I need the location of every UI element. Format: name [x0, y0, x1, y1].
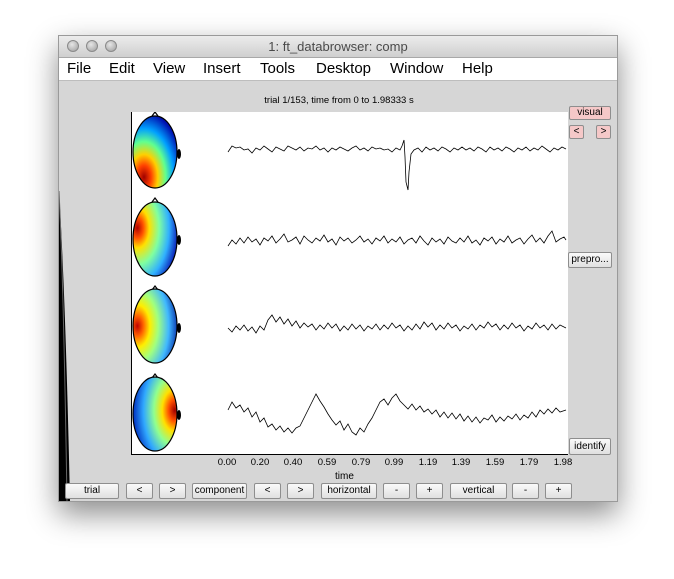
visual-prev-button[interactable]: < [569, 125, 584, 139]
menu-desktop[interactable]: Desktop [316, 60, 372, 77]
x-tick-label: 1.39 [451, 457, 471, 468]
trial-next-button[interactable]: > [159, 483, 186, 499]
vertical-button[interactable]: vertical [450, 483, 507, 499]
horizontal-minus-button[interactable]: - [383, 483, 410, 499]
horizontal-button[interactable]: horizontal [321, 483, 377, 499]
menu-help[interactable]: Help [462, 60, 493, 77]
x-tick-label: 1.59 [485, 457, 505, 468]
x-tick-label: 0.20 [250, 457, 270, 468]
component-trace-2 [227, 230, 567, 247]
minimize-button[interactable] [86, 40, 98, 52]
component-trace-1 [227, 139, 567, 191]
menu-insert[interactable]: Insert [203, 60, 241, 77]
menu-bar: File Edit View Insert Tools Desktop Wind… [59, 58, 617, 81]
x-tick-label: 0.00 [217, 457, 237, 468]
visual-button[interactable]: visual [569, 106, 611, 120]
visual-next-button[interactable]: > [596, 125, 611, 139]
topoplot-4 [132, 373, 181, 452]
plot-title: trial 1/153, time from 0 to 1.98333 s [264, 95, 414, 106]
trial-prev-button[interactable]: < [126, 483, 153, 499]
plot-axes [131, 112, 568, 455]
menu-edit[interactable]: Edit [109, 60, 135, 77]
x-tick-label: 0.59 [317, 457, 337, 468]
x-tick-label: 0.99 [384, 457, 404, 468]
x-tick-label: 1.19 [418, 457, 438, 468]
topoplot-1 [132, 112, 181, 189]
x-tick-label: 1.98 [553, 457, 573, 468]
horizontal-plus-button[interactable]: + [416, 483, 443, 499]
trial-button[interactable]: trial [65, 483, 119, 499]
component-prev-button[interactable]: < [254, 483, 281, 499]
topoplot-3 [132, 285, 181, 364]
figure-window: 1: ft_databrowser: comp File Edit View I… [58, 35, 618, 502]
menu-view[interactable]: View [153, 60, 186, 77]
menu-tools[interactable]: Tools [260, 60, 296, 77]
identify-button[interactable]: identify [569, 438, 611, 455]
vertical-plus-button[interactable]: + [545, 483, 572, 499]
x-axis-label: time [335, 471, 354, 482]
component-trace-4 [227, 393, 567, 436]
close-button[interactable] [67, 40, 79, 52]
topoplot-2 [132, 197, 181, 277]
title-bar: 1: ft_databrowser: comp [59, 36, 617, 58]
component-button[interactable]: component [192, 483, 247, 499]
menu-file[interactable]: File [67, 60, 92, 77]
component-next-button[interactable]: > [287, 483, 314, 499]
menu-window[interactable]: Window [390, 60, 444, 77]
vertical-minus-button[interactable]: - [512, 483, 539, 499]
left-edge-artifact [59, 190, 70, 501]
x-tick-label: 1.79 [519, 457, 539, 468]
x-tick-label: 0.79 [351, 457, 371, 468]
zoom-button[interactable] [105, 40, 117, 52]
x-tick-label: 0.40 [283, 457, 303, 468]
window-title: 1: ft_databrowser: comp [268, 39, 408, 54]
preproc-button[interactable]: prepro... [568, 252, 612, 268]
component-trace-3 [227, 314, 567, 334]
